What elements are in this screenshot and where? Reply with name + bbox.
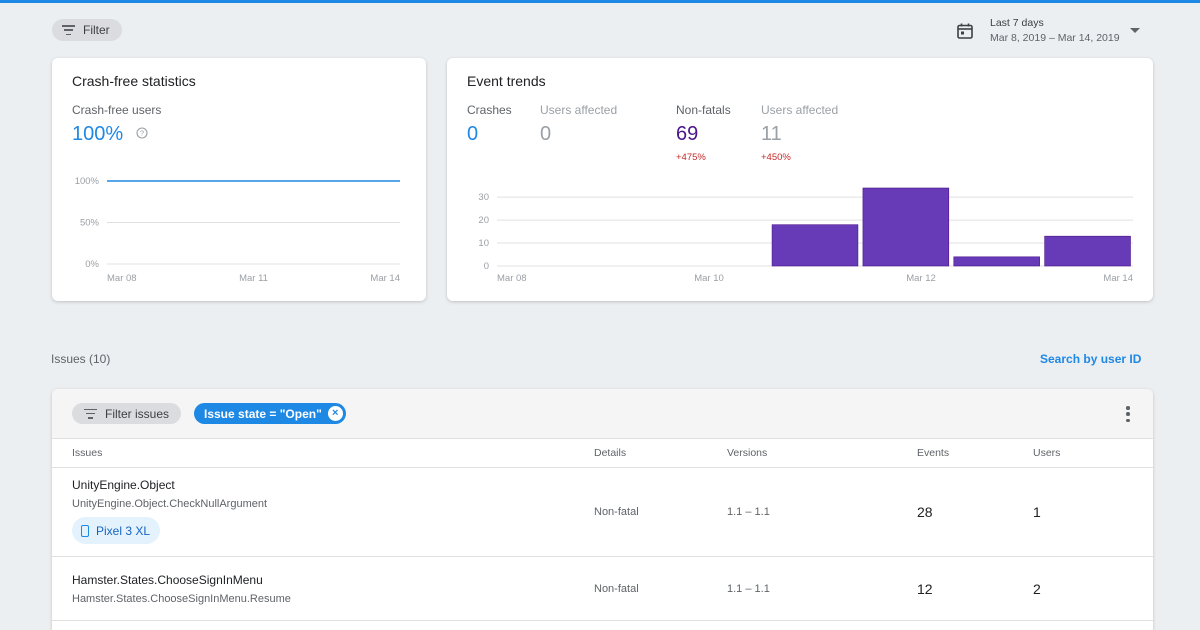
issue-title[interactable]: Hamster.States.ChooseSignInMenu [72, 573, 263, 587]
header-divider [52, 467, 1153, 468]
y-tick-label: 50% [80, 218, 100, 229]
issue-subtitle: UnityEngine.Object.CheckNullArgument [72, 498, 268, 510]
column-header-events[interactable]: Events [917, 447, 950, 459]
column-header-users[interactable]: Users [1033, 447, 1061, 459]
filter-icon [62, 25, 75, 35]
crash-free-card: Crash-free statistics Crash-free users 1… [52, 58, 426, 301]
date-range-picker[interactable]: Last 7 days Mar 8, 2019 – Mar 14, 2019 [956, 16, 1146, 48]
date-range-label: Last 7 days [990, 17, 1044, 29]
filter-icon [84, 408, 97, 419]
y-tick-label: 100% [75, 176, 100, 187]
filter-label: Filter [83, 23, 110, 37]
issues-count: Issues (10) [51, 352, 111, 366]
issue-details: Non-fatal [594, 506, 639, 518]
help-circle-icon[interactable]: ? [136, 127, 148, 139]
column-header-issues[interactable]: Issues [72, 447, 103, 459]
x-tick-label: Mar 14 [370, 273, 400, 284]
y-tick-label: 20 [478, 215, 489, 226]
crash-free-users-value: 100% [72, 123, 124, 145]
top-accent-bar [0, 0, 1200, 3]
crash-free-title: Crash-free statistics [72, 73, 196, 89]
nonfatal-users-affected-label: Users affected [761, 103, 839, 117]
search-by-user-id-link[interactable]: Search by user ID [1040, 352, 1142, 366]
x-tick-label: Mar 11 [239, 273, 268, 284]
crash-free-line-chart: 100% 50% 0% Mar 08 Mar 11 Mar 14 [75, 176, 400, 284]
crash-users-affected-label: Users affected [540, 103, 618, 117]
issue-events: 28 [917, 504, 933, 520]
non-fatals-value: 69 [676, 123, 699, 145]
filter-issues-label: Filter issues [105, 406, 170, 421]
filter-issues-button[interactable]: Filter issues [72, 403, 182, 424]
row-divider [52, 556, 1153, 557]
issue-subtitle: Hamster.States.ChooseSignInMenu.Resume [72, 593, 291, 605]
issues-table-card: Filter issues Issue state = "Open" × Iss… [52, 389, 1153, 630]
issue-versions: 1.1 – 1.1 [727, 583, 770, 595]
issue-users: 1 [1033, 504, 1041, 520]
bar [953, 256, 1040, 267]
issue-users: 2 [1033, 581, 1041, 597]
crash-users-affected-value: 0 [540, 123, 552, 145]
x-tick-label: Mar 12 [906, 273, 936, 284]
issue-state-label: Issue state = "Open" [204, 406, 322, 421]
x-tick-label: Mar 08 [107, 273, 137, 284]
issues-toolbar: Filter issues Issue state = "Open" × [52, 389, 1153, 439]
event-trends-title: Event trends [467, 73, 546, 89]
y-tick-label: 0 [484, 261, 489, 272]
close-icon[interactable]: × [327, 406, 343, 421]
filter-button[interactable]: Filter [52, 19, 122, 41]
non-fatals-label: Non-fatals [676, 103, 731, 117]
event-trends-card: Event trends Crashes 0 Users affected 0 … [447, 58, 1153, 301]
column-header-details[interactable]: Details [594, 447, 627, 459]
y-tick-label: 30 [478, 192, 489, 203]
y-tick-label: 10 [478, 238, 489, 249]
calendar-icon [957, 23, 973, 39]
date-range-value: Mar 8, 2019 – Mar 14, 2019 [990, 32, 1120, 44]
device-label: Pixel 3 XL [96, 523, 151, 538]
x-tick-label: Mar 10 [694, 273, 724, 284]
issue-details: Non-fatal [594, 583, 639, 595]
crashes-value: 0 [467, 123, 479, 145]
nonfatal-users-affected-value: 11 [761, 123, 782, 145]
non-fatals-delta: +475% [676, 152, 706, 163]
bar [862, 187, 950, 267]
more-vert-icon[interactable] [1125, 406, 1131, 422]
row-divider [52, 620, 1153, 621]
bar [1044, 235, 1131, 267]
event-trends-bar-chart: 30 20 10 0 Mar 08 Mar 10 Mar 12 Mar 14 [478, 187, 1133, 284]
column-header-versions[interactable]: Versions [727, 447, 768, 459]
x-tick-label: Mar 14 [1103, 273, 1133, 284]
device-chip[interactable]: Pixel 3 XL [72, 517, 161, 544]
nonfatal-users-affected-delta: +450% [761, 152, 791, 163]
bar [771, 224, 859, 267]
x-tick-label: Mar 08 [497, 273, 527, 284]
issue-versions: 1.1 – 1.1 [727, 506, 770, 518]
crashes-label: Crashes [467, 103, 512, 117]
svg-text:?: ? [140, 129, 144, 138]
crash-free-users-label: Crash-free users [72, 103, 162, 117]
issue-events: 12 [917, 581, 933, 597]
chevron-down-icon[interactable] [1130, 28, 1140, 33]
issue-title[interactable]: UnityEngine.Object [72, 478, 175, 492]
phone-icon [81, 524, 89, 537]
issue-state-chip[interactable]: Issue state = "Open" × [194, 403, 346, 424]
y-tick-label: 0% [85, 259, 99, 270]
